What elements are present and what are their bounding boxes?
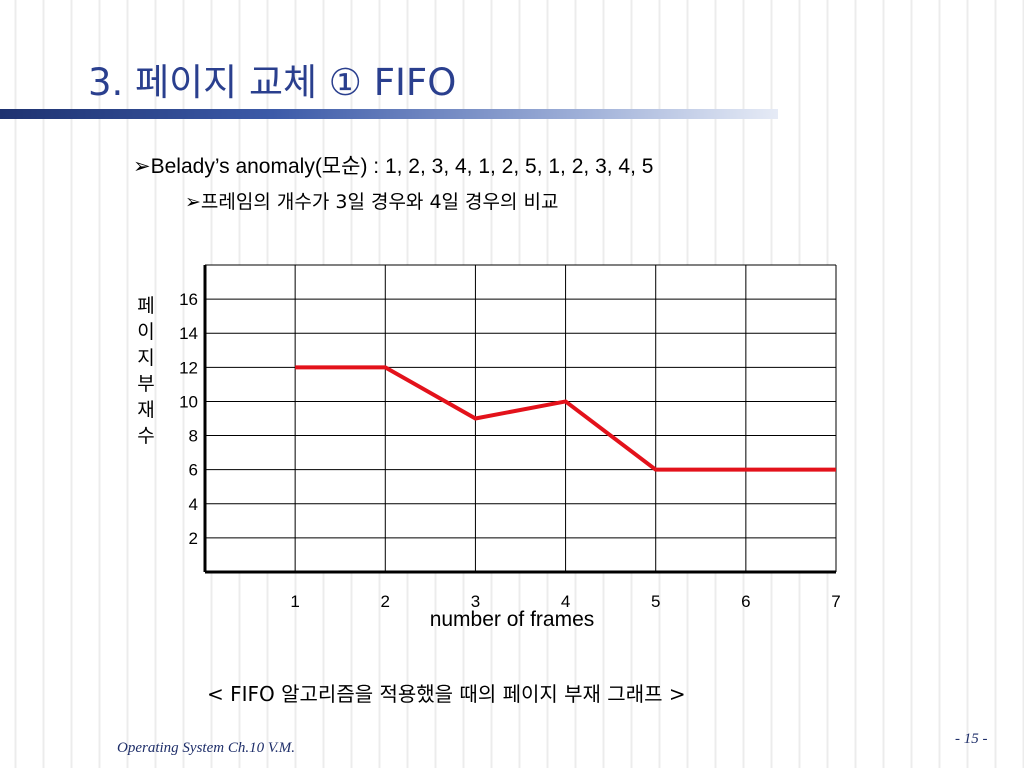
chart-series: [295, 365, 836, 472]
chart-axes: [203, 265, 836, 574]
y-axis-label-char: 수: [137, 425, 154, 447]
y-tick-label: 2: [189, 529, 198, 548]
y-tick-label: 8: [189, 427, 198, 446]
x-tick-label: 7: [831, 592, 840, 611]
y-axis-label-char: 지: [137, 347, 154, 369]
x-tick-label: 6: [741, 592, 750, 611]
sub-bullet-comparison-text: 프레임의 개수가 3일 경우와 4일 경우의 비교: [200, 191, 559, 213]
chart-grid: [205, 264, 837, 572]
x-tick-label: 5: [651, 592, 660, 611]
bullet-belady: ➢Belady’s anomaly(모순) : 1, 2, 3, 4, 1, 2…: [133, 150, 653, 180]
y-tick-label: 4: [189, 495, 198, 514]
y-tick-label: 16: [179, 290, 198, 309]
x-tick-label: 4: [561, 592, 570, 611]
x-tick-label: 1: [290, 592, 299, 611]
x-axis-label: number of frames: [430, 608, 595, 631]
y-axis-label-char: 재: [137, 399, 154, 421]
series-line: [295, 365, 836, 472]
y-tick-label: 10: [179, 392, 198, 411]
page-number: - 15 -: [955, 731, 988, 747]
y-tick-label: 6: [189, 461, 198, 480]
footer-text: Operating System Ch.10 V.M.: [117, 740, 296, 756]
bullet-arrow-icon: ➢: [133, 154, 151, 178]
sub-bullet-arrow-icon: ➢: [185, 191, 201, 213]
page-title: 3. 페이지 교체 ① FIFO: [88, 61, 457, 104]
x-tick-label: 2: [381, 592, 390, 611]
plot-area: [205, 265, 836, 572]
y-axis-label-char: 부: [137, 373, 154, 395]
y-axis-label-char: 이: [137, 321, 154, 343]
sub-bullet-comparison: ➢프레임의 개수가 3일 경우와 4일 경우의 비교: [185, 187, 559, 214]
chart-caption: < FIFO 알고리즘을 적용했을 때의 페이지 부재 그래프 >: [207, 682, 686, 706]
y-tick-label: 12: [179, 358, 198, 377]
y-axis-label-char: 페: [137, 295, 154, 317]
x-tick-label: 3: [471, 592, 480, 611]
y-tick-label: 14: [179, 324, 198, 343]
bullet-belady-text: Belady’s anomaly(모순) : 1, 2, 3, 4, 1, 2,…: [150, 155, 654, 178]
title-underline-bar: [0, 109, 778, 119]
